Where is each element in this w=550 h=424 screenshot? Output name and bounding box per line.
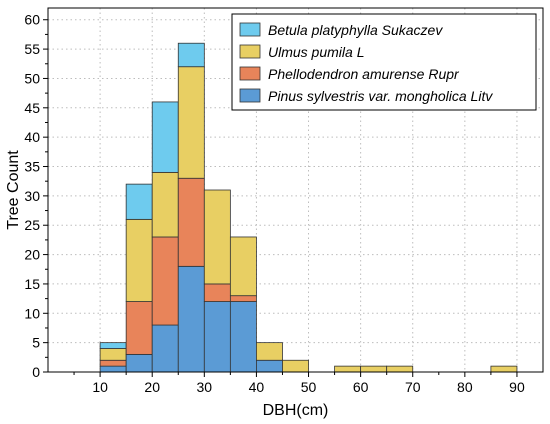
bar-segment bbox=[177, 42, 205, 68]
x-tick-label: 90 bbox=[509, 379, 525, 395]
bar-segment bbox=[203, 301, 231, 373]
legend-swatch bbox=[239, 22, 261, 37]
x-tick-label: 80 bbox=[457, 379, 473, 395]
y-tick-label: 30 bbox=[24, 188, 40, 204]
plot-frame bbox=[47, 7, 544, 373]
bar-segment bbox=[125, 353, 153, 373]
y-tick-label: 20 bbox=[24, 247, 40, 263]
y-tick-label: 45 bbox=[24, 100, 40, 116]
x-tick-label: 40 bbox=[249, 379, 265, 395]
bar-segment bbox=[177, 66, 205, 179]
x-tick-label: 60 bbox=[353, 379, 369, 395]
bar-segment bbox=[177, 177, 205, 267]
x-tick-label: 20 bbox=[144, 379, 160, 395]
bar-segment bbox=[490, 365, 518, 373]
bar-segment bbox=[99, 342, 127, 349]
y-tick-label: 5 bbox=[32, 335, 40, 351]
y-tick-label: 15 bbox=[24, 276, 40, 292]
y-tick-label: 50 bbox=[24, 70, 40, 86]
bar-segment bbox=[99, 365, 127, 373]
y-axis-title: Tree Count bbox=[5, 150, 22, 230]
bar-segment bbox=[203, 189, 231, 285]
y-tick-label: 55 bbox=[24, 41, 40, 57]
x-tick-label: 10 bbox=[92, 379, 108, 395]
bar-segment bbox=[229, 301, 257, 373]
legend-swatch bbox=[239, 66, 261, 81]
bar-segment bbox=[256, 342, 283, 361]
y-tick-label: 35 bbox=[24, 159, 40, 175]
bar-segment bbox=[386, 365, 414, 373]
y-tick-label: 25 bbox=[24, 217, 40, 233]
x-axis-title: DBH(cm) bbox=[263, 402, 329, 419]
bar-segment bbox=[125, 301, 153, 355]
bar-segment bbox=[334, 365, 362, 373]
bar-segment bbox=[125, 183, 153, 220]
y-tick-label: 60 bbox=[24, 12, 40, 28]
legend-label: Ulmus pumila L bbox=[268, 44, 364, 60]
x-tick-label: 70 bbox=[405, 379, 421, 395]
y-tick-label: 10 bbox=[24, 305, 40, 321]
bar-segment bbox=[203, 283, 231, 302]
y-tick-label: 0 bbox=[32, 364, 40, 380]
bar-segment bbox=[256, 359, 283, 373]
x-tick-label: 50 bbox=[301, 379, 317, 395]
bar-segment bbox=[177, 265, 205, 373]
bar-segment bbox=[151, 236, 179, 326]
axis-ticks: 0 5 10 15 20 25 30 35 40 45 50 55 60 10 20 30 40 50 60 70 80… bbox=[24, 12, 525, 395]
legend-label: Pinus sylvestris var. mongholica Litv bbox=[268, 88, 493, 104]
bar-segment bbox=[125, 218, 153, 302]
y-tick-label: 40 bbox=[24, 129, 40, 145]
bar-segment bbox=[151, 324, 179, 373]
bar-segment bbox=[99, 348, 127, 361]
legend-swatch bbox=[239, 88, 261, 103]
legend-swatch bbox=[239, 44, 261, 59]
legend: Betula platyphylla Sukaczev Ulmus pumila … bbox=[231, 13, 537, 111]
bar-segment bbox=[229, 236, 257, 297]
legend-box bbox=[231, 13, 537, 111]
bars bbox=[99, 42, 518, 373]
bar-segment bbox=[360, 365, 388, 373]
bar-segment bbox=[229, 295, 257, 302]
bar-segment bbox=[282, 359, 309, 373]
x-tick-label: 30 bbox=[197, 379, 213, 395]
legend-label: Betula platyphylla Sukaczev bbox=[268, 22, 443, 38]
bar-segment bbox=[151, 171, 179, 238]
bar-segment bbox=[151, 101, 179, 173]
legend-label: Phellodendron amurense Rupr bbox=[268, 66, 460, 82]
bar-segment bbox=[99, 359, 127, 367]
